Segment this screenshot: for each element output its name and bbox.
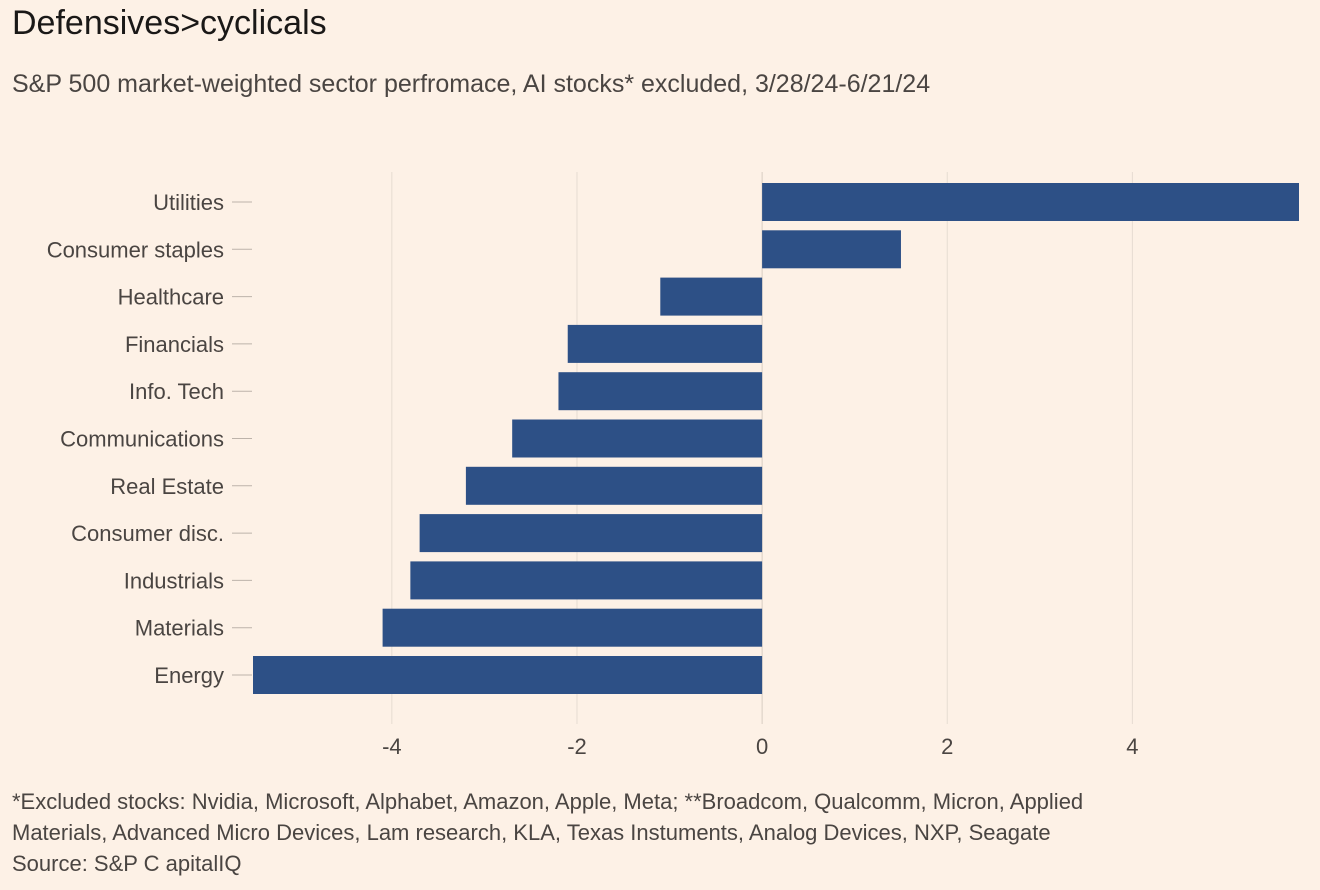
category-labels: Utilities Consumer staples Healthcare Finan… bbox=[47, 190, 252, 688]
bar-info-tech bbox=[558, 372, 763, 411]
category-label: Consumer disc. bbox=[71, 521, 224, 546]
source-note: Source: S&P C apitalIQ bbox=[12, 851, 242, 876]
x-axis: -4 -2 0 2 4 bbox=[382, 734, 1138, 759]
bar-consumer-staples bbox=[762, 230, 901, 269]
category-label: Financials bbox=[125, 332, 224, 357]
bar-energy bbox=[253, 656, 763, 694]
x-tick-label: -4 bbox=[382, 734, 402, 759]
bar-materials bbox=[382, 608, 763, 647]
bar-real-estate bbox=[465, 466, 763, 505]
chart-title: Defensives>cyclicals bbox=[12, 4, 327, 42]
footnote-line-2: Materials, Advanced Micro Devices, Lam r… bbox=[12, 820, 1051, 845]
bars bbox=[253, 183, 1299, 694]
bar-communications bbox=[512, 419, 763, 458]
footnote: *Excluded stocks: Nvidia, Microsoft, Alp… bbox=[12, 786, 1302, 879]
category-label: Industrials bbox=[124, 568, 224, 593]
category-label: Energy bbox=[154, 663, 224, 688]
category-label: Info. Tech bbox=[129, 379, 224, 404]
chart-subtitle: S&P 500 market-weighted sector perfromac… bbox=[12, 70, 931, 98]
footnote-line-1: *Excluded stocks: Nvidia, Microsoft, Alp… bbox=[12, 789, 1084, 814]
x-tick-label: 2 bbox=[941, 734, 953, 759]
category-label: Materials bbox=[135, 616, 224, 641]
bar-chart: Utilities Consumer staples Healthcare Finan… bbox=[47, 172, 1299, 759]
category-label: Consumer staples bbox=[47, 237, 224, 262]
bar-industrials bbox=[410, 561, 763, 600]
category-label: Utilities bbox=[153, 190, 224, 215]
bar-financials bbox=[567, 324, 763, 363]
x-tick-label: 4 bbox=[1126, 734, 1138, 759]
bar-healthcare bbox=[660, 277, 763, 316]
category-label: Healthcare bbox=[118, 285, 224, 310]
bar-consumer-disc bbox=[419, 514, 763, 553]
x-tick-label: 0 bbox=[756, 734, 768, 759]
x-tick-label: -2 bbox=[567, 734, 587, 759]
category-label: Real Estate bbox=[110, 474, 224, 499]
category-label: Communications bbox=[60, 427, 224, 452]
bar-utilities bbox=[762, 183, 1299, 221]
